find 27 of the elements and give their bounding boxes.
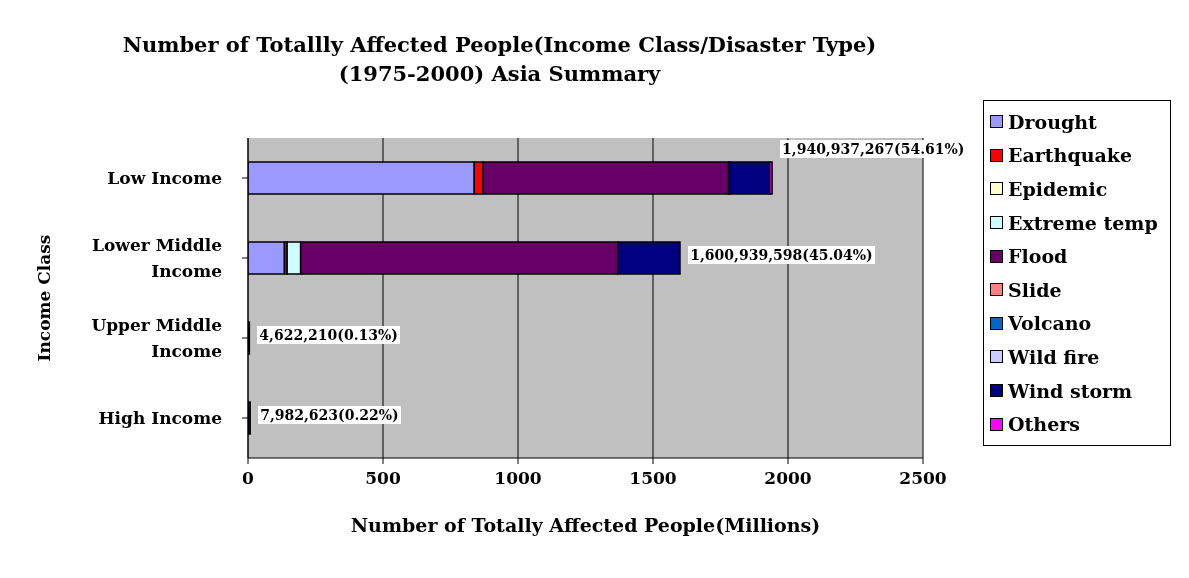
x-tick-label: 2000 bbox=[764, 468, 812, 489]
legend-label: Epidemic bbox=[1007, 177, 1109, 202]
legend-label: Slide bbox=[1007, 277, 1063, 303]
annotation: 1,940,937,267(54.61%) bbox=[780, 140, 967, 158]
x-tick-label: 2500 bbox=[899, 468, 947, 489]
y-axis-title: Income Class bbox=[34, 234, 54, 362]
legend-label: Others bbox=[1007, 412, 1081, 438]
legend-label: Earthquake bbox=[1007, 143, 1134, 169]
legend-label: Volcano bbox=[1007, 311, 1093, 337]
legend-label: Drought bbox=[1007, 109, 1098, 135]
y-tick-label: Upper Middle Income bbox=[91, 315, 223, 361]
x-axis-title: Number of Totally Affected People(Millions) bbox=[350, 514, 821, 536]
x-tick-label: 1000 bbox=[494, 468, 542, 489]
annotation: 1,600,939,598(45.04%) bbox=[688, 246, 875, 264]
x-tick-label: 0 bbox=[242, 468, 255, 489]
x-tick-label: 1500 bbox=[629, 468, 677, 489]
chart-title: Number of Totallly Affected People(Income Class/Disaster Type) (1975-2000) Asia Summary bbox=[121, 31, 878, 88]
annotation: 7,982,623(0.22%) bbox=[258, 406, 401, 424]
legend-label: Wind storm bbox=[1006, 378, 1134, 404]
legend-label: Extreme temp bbox=[1007, 210, 1159, 236]
y-tick-label: High Income bbox=[98, 408, 223, 428]
x-tick-label: 500 bbox=[365, 468, 401, 489]
legend-label: Flood bbox=[1007, 244, 1069, 270]
y-tick-label: Lower Middle Income bbox=[92, 235, 223, 281]
legend-label: Wild fire bbox=[1006, 344, 1101, 370]
annotation: 4,622,210(0.13%) bbox=[257, 326, 400, 344]
y-tick-label: Low Income bbox=[107, 168, 223, 188]
